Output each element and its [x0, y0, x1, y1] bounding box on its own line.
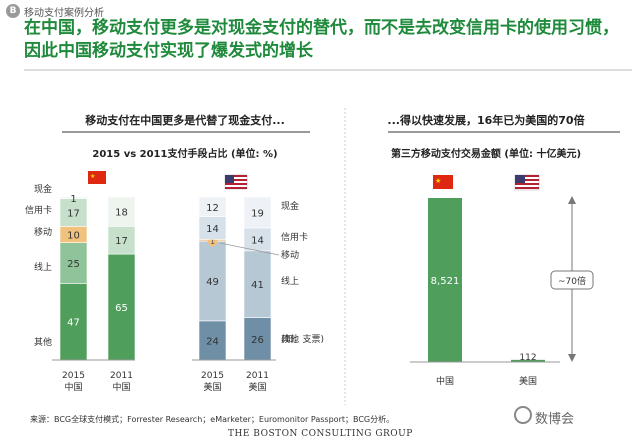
value-label-2-1: 49	[206, 277, 219, 288]
amount-bar-0	[428, 198, 462, 362]
x-label-country-2: 美国	[203, 381, 221, 393]
china-legend-4: 现金	[34, 183, 52, 195]
bar-segment-3-1	[243, 250, 272, 318]
svg-text:★: ★	[435, 177, 441, 185]
value-label-2-3: 14	[206, 224, 219, 235]
value-label-0-2: 10	[67, 230, 80, 241]
headline: 在中国，移动支付更多是对现金支付的替代，而不是去改变信用卡的使用习惯，因此中国移…	[24, 18, 619, 61]
amount-x-label-0: 中国	[436, 375, 454, 387]
value-label-0-3: 17	[67, 208, 80, 219]
china-legend-2: 移动	[34, 226, 52, 238]
watermark-icon	[514, 406, 532, 424]
amount-x-label-1: 美国	[519, 375, 537, 387]
us-legend-2-0: 移动	[281, 249, 299, 261]
value-label-1-4: 18	[115, 208, 128, 219]
x-label-country-3: 美国	[248, 381, 266, 393]
left-subtitle: 移动支付在中国更多是代替了现金支付...	[85, 113, 285, 127]
china-legend-3: 信用卡	[25, 204, 52, 216]
value-label-3-4: 19	[251, 208, 264, 219]
value-label-0-4: 1	[70, 194, 76, 205]
ratio-annotation: ~70倍	[550, 196, 594, 362]
x-label-year-2: 2015	[201, 371, 224, 381]
value-label-3-3: 14	[251, 235, 264, 246]
value-label-0-0: 47	[67, 318, 80, 329]
value-label-3-0: 26	[251, 335, 264, 346]
x-label-country-1: 中国	[112, 381, 130, 393]
stacked-bar-chart: 4725101712015中国6517182011中国2449114122015…	[25, 183, 324, 393]
amount-bar-chart: 8,521 中国 112 美国	[410, 198, 560, 387]
brand-logo: THE BOSTON CONSULTING GROUP	[228, 429, 413, 439]
us-legend-3-0: 信用卡	[281, 231, 308, 243]
svg-text:★: ★	[90, 173, 95, 180]
value-label-1-0: 65	[115, 303, 128, 314]
bar-segment-0-0	[59, 283, 88, 361]
china-legend-1: 线上	[34, 261, 52, 273]
section-badge: B	[6, 4, 20, 18]
x-label-year-0: 2015	[62, 371, 85, 381]
mobile-connector	[219, 242, 280, 256]
china-legend-0: 其他	[34, 336, 52, 348]
watermark-text: 数博会	[535, 412, 575, 427]
value-label-2-2: 1	[210, 237, 215, 246]
ratio-label: ~70倍	[558, 275, 586, 287]
value-label-0-1: 25	[67, 259, 80, 270]
amount-bar-1	[511, 359, 545, 362]
us-legend-4-0: 现金	[281, 200, 299, 212]
value-label-2-4: 12	[206, 203, 219, 214]
bar-segment-1-0	[107, 253, 136, 361]
us-legend-1-0: 线上	[281, 275, 299, 287]
source-note: 来源：BCG全球支付模式；Forrester Research；eMarkete…	[30, 415, 395, 424]
flag-us-right	[514, 174, 540, 191]
x-label-year-3: 2011	[246, 371, 269, 381]
flag-china-left: ★	[88, 171, 106, 184]
section-label: 移动支付案例分析	[24, 8, 104, 19]
us-legend-0-0: 其他	[281, 333, 299, 345]
value-label-2-0: 24	[206, 336, 219, 347]
right-chart-title: 第三方移动支付交易金额 (单位: 十亿美元)	[391, 147, 581, 160]
left-chart-title: 2015 vs 2011支付手段占比 (单位: %)	[92, 147, 277, 160]
value-label-3-1: 41	[251, 280, 264, 291]
ratio-arrow-head-bottom	[568, 354, 576, 362]
bar-segment-0-4	[59, 196, 88, 199]
us-legend-0-1: (如，支票)	[281, 333, 324, 345]
flag-us-left	[224, 174, 248, 190]
right-subtitle: ...得以快速发展，16年已为美国的70倍	[387, 113, 584, 127]
bar-segment-0-1	[59, 242, 88, 284]
x-label-country-0: 中国	[64, 381, 82, 393]
bar-segment-2-0	[198, 320, 227, 361]
bar-segment-1-4	[107, 196, 136, 227]
bar-segment-3-4	[243, 196, 272, 229]
bar-segment-3-0	[243, 317, 272, 361]
amount-value-1: 112	[519, 353, 536, 363]
bar-segment-0-3	[59, 198, 88, 227]
amount-value-0: 8,521	[431, 276, 460, 287]
flag-china-right: ★	[433, 175, 453, 189]
value-label-1-3: 17	[115, 236, 128, 247]
bar-segment-2-1	[198, 240, 227, 322]
x-label-year-1: 2011	[110, 371, 133, 381]
ratio-badge	[550, 270, 594, 290]
ratio-arrow-head-top	[568, 196, 576, 204]
bar-segment-2-4	[198, 196, 227, 217]
